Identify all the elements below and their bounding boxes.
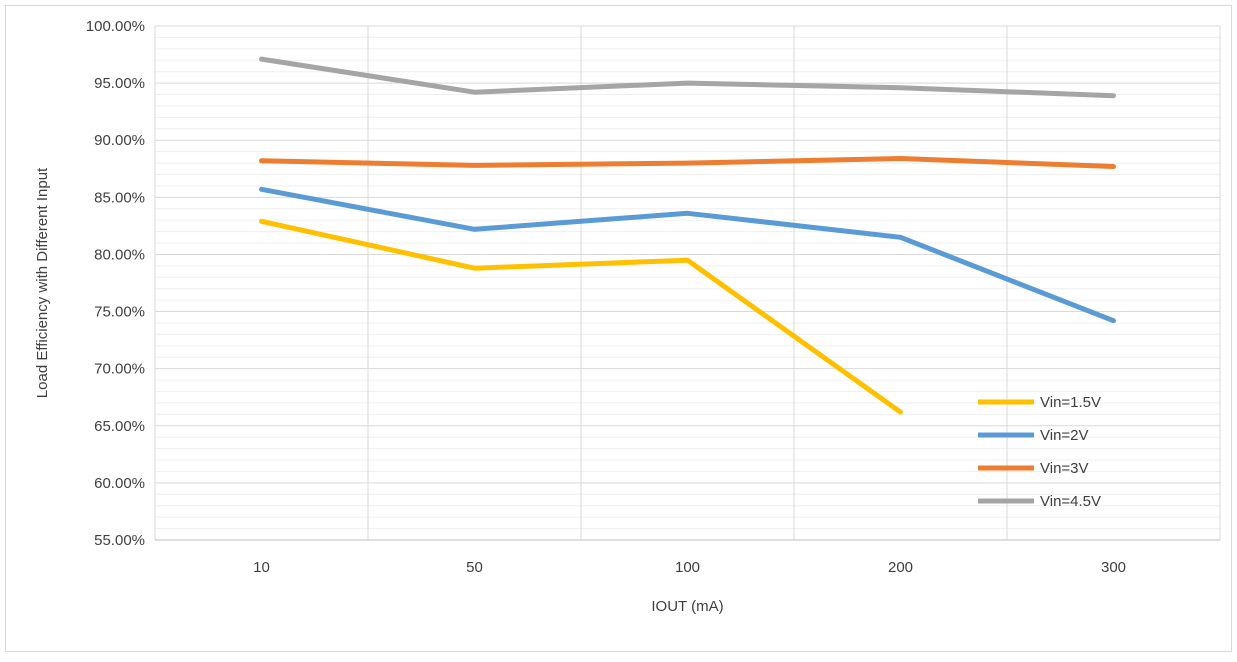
y-axis-label: Load Efficiency with Different Input bbox=[34, 167, 51, 398]
series-line bbox=[259, 186, 1116, 324]
x-tick-label: 10 bbox=[253, 559, 270, 576]
y-tick-label: 80.00% bbox=[94, 246, 145, 263]
series-line bbox=[259, 56, 1116, 99]
minor-gridlines bbox=[155, 36, 1220, 530]
legend: Vin=1.5V Vin=2V Vin=3V Vin=4.5V bbox=[978, 394, 1101, 510]
y-tick-label: 55.00% bbox=[94, 532, 145, 549]
x-axis-ticks: 10 50 100 200 300 bbox=[253, 559, 1126, 576]
x-tick-label: 200 bbox=[888, 559, 913, 576]
y-tick-label: 75.00% bbox=[94, 304, 145, 321]
chart-border bbox=[5, 5, 1232, 652]
y-tick-label: 95.00% bbox=[94, 75, 145, 92]
x-axis-label: IOUT (mA) bbox=[651, 598, 723, 615]
y-tick-label: 70.00% bbox=[94, 361, 145, 378]
series-line bbox=[259, 218, 903, 415]
y-axis-ticks: 55.00% 60.00% 65.00% 70.00% 75.00% 80.00% 85.0… bbox=[86, 18, 145, 549]
series-layer bbox=[259, 56, 1116, 415]
x-tick-label: 50 bbox=[466, 559, 483, 576]
legend-label: Vin=1.5V bbox=[1040, 394, 1101, 411]
y-tick-label: 85.00% bbox=[94, 189, 145, 206]
x-tick-label: 100 bbox=[675, 559, 700, 576]
y-tick-label: 60.00% bbox=[94, 475, 145, 492]
series-line bbox=[259, 156, 1116, 169]
x-tick-label: 300 bbox=[1101, 559, 1126, 576]
y-tick-label: 65.00% bbox=[94, 418, 145, 435]
y-tick-label: 100.00% bbox=[86, 18, 145, 35]
legend-label: Vin=2V bbox=[1040, 427, 1089, 444]
legend-label: Vin=4.5V bbox=[1040, 493, 1101, 510]
legend-label: Vin=3V bbox=[1040, 460, 1089, 477]
y-tick-label: 90.00% bbox=[94, 132, 145, 149]
